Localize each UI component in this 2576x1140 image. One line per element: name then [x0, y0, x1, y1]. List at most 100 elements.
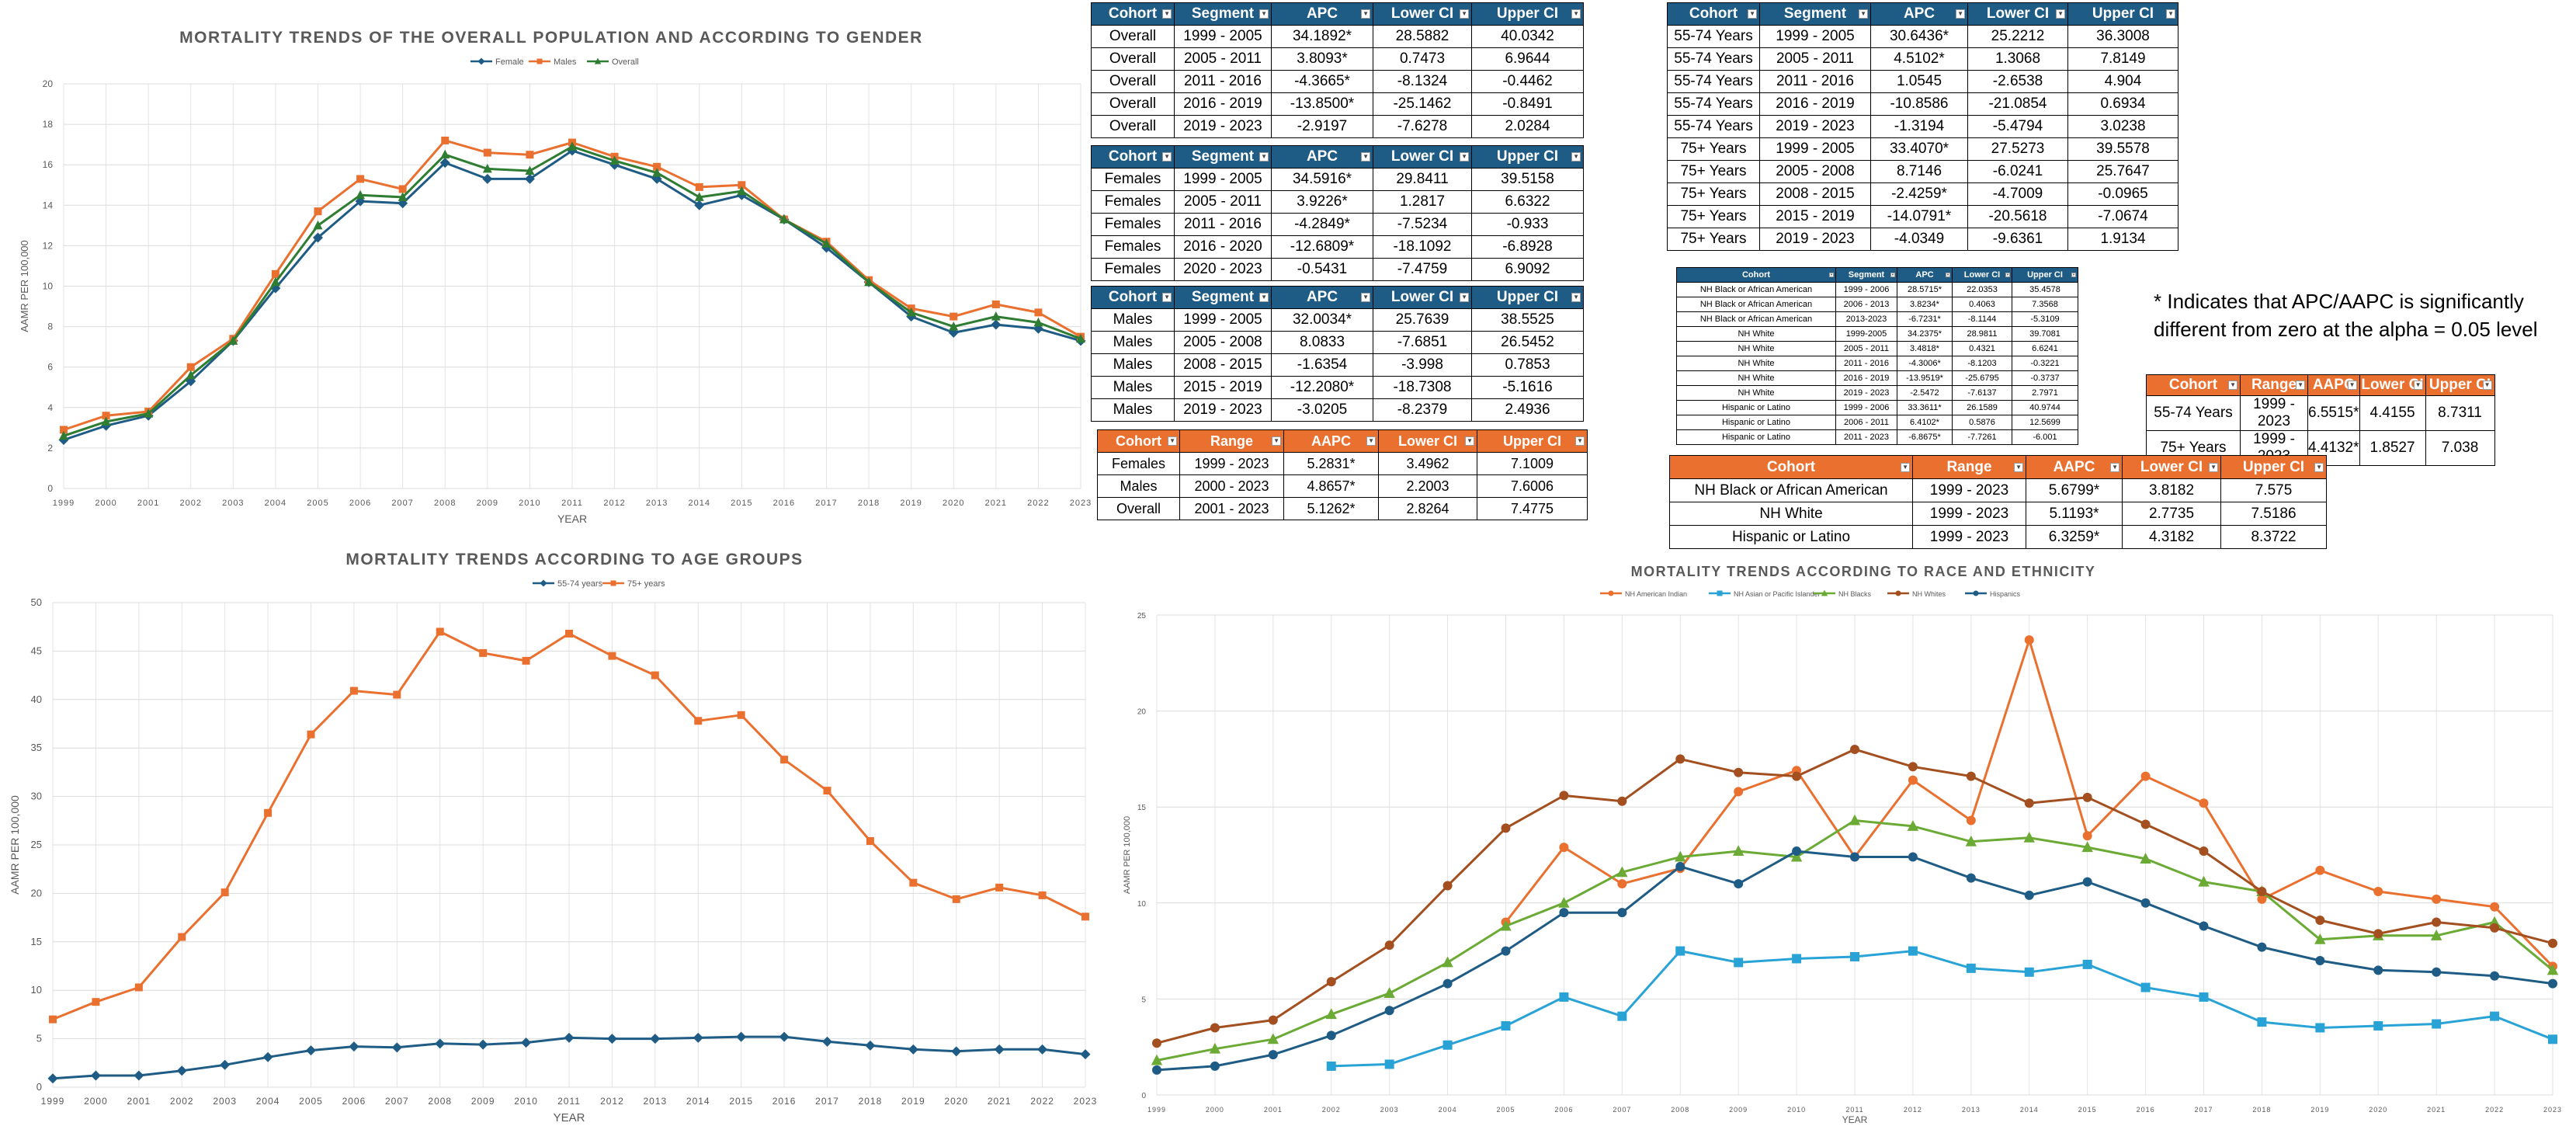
column-header-label: Cohort [1108, 148, 1158, 165]
filter-dropdown-icon[interactable]: ▼ [1465, 436, 1474, 446]
data-point [1442, 978, 1453, 989]
filter-dropdown-icon[interactable]: ▼ [1162, 152, 1172, 162]
table-cell: Females [1091, 190, 1175, 214]
filter-dropdown-icon[interactable]: ▼ [1162, 293, 1172, 302]
filter-dropdown-icon[interactable]: ▼ [1259, 9, 1269, 19]
column-header: Segment ▼ [1835, 267, 1897, 283]
data-point [398, 185, 407, 193]
data-point [2546, 964, 2559, 975]
data-point [356, 189, 366, 200]
data-point [2024, 967, 2034, 977]
filter-dropdown-icon[interactable]: ▼ [1366, 436, 1376, 446]
filter-dropdown-icon[interactable]: ▼ [1460, 9, 1469, 19]
filter-dropdown-icon[interactable]: ▼ [1460, 293, 1469, 302]
filter-dropdown-icon[interactable]: ▼ [1946, 273, 1950, 277]
table-cell: Males [1091, 308, 1175, 332]
filter-dropdown-icon[interactable]: ▼ [1575, 436, 1585, 446]
filter-dropdown-icon[interactable]: ▼ [2014, 462, 2023, 472]
filter-dropdown-icon[interactable]: ▼ [1361, 152, 1370, 162]
column-header-label: AAPC [2312, 377, 2355, 393]
x-tick-label: 2010 [514, 1096, 538, 1107]
filter-dropdown-icon[interactable]: ▼ [1162, 9, 1172, 19]
table-cell: 2.8264 [1378, 497, 1477, 520]
table-cell: 2019 - 2023 [1174, 398, 1272, 422]
filter-dropdown-icon[interactable]: ▼ [1168, 436, 1177, 446]
filter-dropdown-icon[interactable]: ▼ [1361, 293, 1370, 302]
table-cell: 2006 - 2011 [1835, 415, 1897, 430]
data-point [2199, 921, 2209, 931]
data-point [2140, 853, 2151, 864]
filter-dropdown-icon[interactable]: ▼ [1571, 152, 1581, 162]
legend-label: Female [495, 57, 524, 67]
data-point [349, 1041, 359, 1052]
data-point [313, 232, 323, 243]
data-point [1384, 1059, 1394, 1069]
x-tick-label: 2001 [137, 499, 159, 508]
data-point [1908, 762, 1918, 772]
data-point [1326, 1061, 1336, 1071]
filter-dropdown-icon[interactable]: ▼ [1460, 152, 1469, 162]
data-point [1965, 835, 1977, 846]
filter-dropdown-icon[interactable]: ▼ [2005, 273, 2010, 277]
table-cell: 2.4936 [1471, 398, 1584, 422]
filter-dropdown-icon[interactable]: ▼ [2228, 381, 2238, 390]
data-point [2490, 1011, 2500, 1021]
series-line [1331, 950, 2553, 1068]
table-cell: 33.4070* [1870, 137, 1968, 161]
table-cell: Overall [1091, 70, 1175, 93]
filter-dropdown-icon[interactable]: ▼ [1956, 9, 1965, 19]
table-cell: 1999 - 2023 [2240, 395, 2308, 431]
filter-dropdown-icon[interactable]: ▼ [1901, 462, 1910, 472]
filter-dropdown-icon[interactable]: ▼ [2209, 462, 2218, 472]
column-header: Upper CI ▼ [2220, 455, 2327, 479]
filter-dropdown-icon[interactable]: ▼ [2347, 381, 2357, 390]
filter-dropdown-icon[interactable]: ▼ [1259, 152, 1269, 162]
table-cell: 2015 - 2019 [1174, 376, 1272, 399]
filter-dropdown-icon[interactable]: ▼ [1890, 273, 1895, 277]
filter-dropdown-icon[interactable]: ▼ [2296, 381, 2305, 390]
table-cell: 1999 - 2023 [1912, 478, 2026, 502]
data-point [1210, 1061, 1220, 1071]
table-cell: 4.904 [2067, 70, 2178, 93]
data-point [2548, 978, 2557, 989]
data-point [2488, 916, 2501, 927]
filter-dropdown-icon[interactable]: ▼ [1829, 273, 1834, 277]
data-point [694, 192, 704, 201]
column-header: Lower CI ▼ [1967, 2, 2068, 26]
table-cell: 2005 - 2011 [1759, 47, 1871, 71]
filter-dropdown-icon[interactable]: ▼ [1859, 9, 1868, 19]
filter-dropdown-icon[interactable]: ▼ [1748, 9, 1757, 19]
column-header: Range ▼ [2240, 374, 2308, 396]
filter-dropdown-icon[interactable]: ▼ [2056, 9, 2065, 19]
filter-dropdown-icon[interactable]: ▼ [2482, 381, 2492, 390]
filter-dropdown-icon[interactable]: ▼ [2314, 462, 2324, 472]
table-cell: -0.8491 [1471, 92, 1584, 116]
filter-dropdown-icon[interactable]: ▼ [2071, 273, 2076, 277]
data-point [2373, 1021, 2383, 1031]
x-tick-label: 2010 [1787, 1106, 1806, 1114]
table-cell: 34.2375* [1897, 326, 1953, 342]
filter-dropdown-icon[interactable]: ▼ [1259, 293, 1269, 302]
filter-dropdown-icon[interactable]: ▼ [1361, 9, 1370, 19]
filter-dropdown-icon[interactable]: ▼ [1571, 9, 1581, 19]
legend-label: NH Whites [1912, 590, 1946, 598]
filter-dropdown-icon[interactable]: ▼ [2166, 9, 2175, 19]
data-point [393, 690, 401, 699]
table-cell: -0.3737 [2012, 370, 2078, 386]
data-point [477, 1039, 488, 1050]
filter-dropdown-icon[interactable]: ▼ [2413, 381, 2423, 390]
table-cell: 34.5916* [1271, 168, 1373, 191]
filter-dropdown-icon[interactable]: ▼ [1571, 293, 1581, 302]
column-header: Cohort ▼ [1676, 267, 1836, 283]
table-cell: Overall [1097, 497, 1180, 520]
data-point [1790, 850, 1803, 862]
column-header-label: APC [1306, 148, 1338, 165]
data-point [1908, 946, 1918, 956]
x-tick-label: 2005 [1496, 1106, 1515, 1114]
data-point [1559, 908, 1569, 918]
data-point [47, 1073, 58, 1084]
filter-dropdown-icon[interactable]: ▼ [2110, 462, 2119, 472]
filter-dropdown-icon[interactable]: ▼ [1272, 436, 1281, 446]
x-tick-label: 2019 [2310, 1106, 2329, 1114]
table-cell: 2001 - 2023 [1179, 497, 1284, 520]
